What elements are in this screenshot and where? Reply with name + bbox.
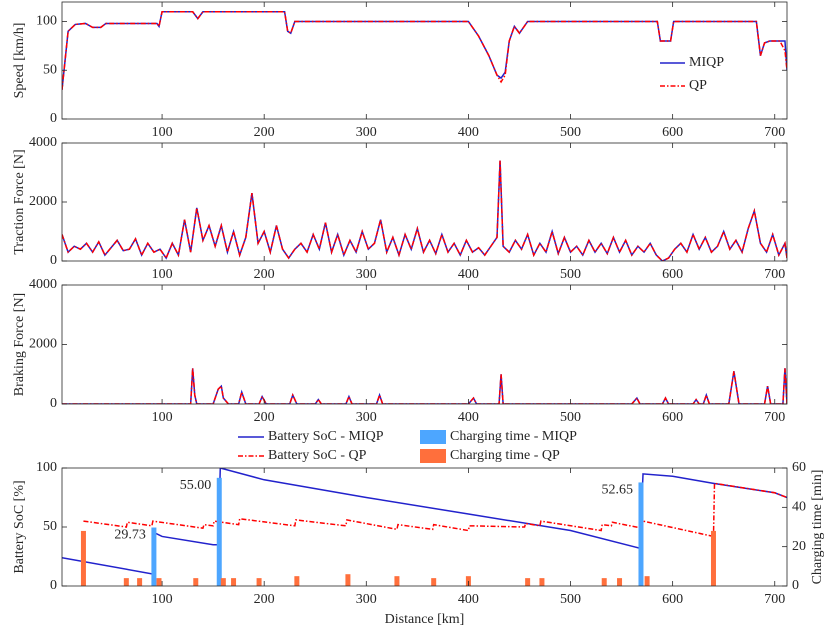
- legend-label: QP: [689, 78, 707, 93]
- line-series: [62, 468, 787, 576]
- plot-background: [62, 2, 787, 119]
- y-tick-label: 2000: [29, 337, 57, 352]
- plot-area: [62, 160, 787, 261]
- y-tick-label: 100: [36, 460, 57, 475]
- x-tick-label: 700: [764, 267, 785, 282]
- y-tick-label: 0: [50, 578, 57, 593]
- bar: [151, 527, 157, 586]
- y-axis-label: Battery SoC [%]: [12, 480, 27, 573]
- x-tick-label: 700: [764, 592, 785, 607]
- legend-label: Battery SoC - QP: [268, 448, 367, 463]
- bar: [345, 574, 351, 586]
- data-label: 52.65: [601, 483, 633, 498]
- bar: [539, 578, 545, 586]
- bar: [220, 578, 226, 586]
- bar: [193, 578, 199, 586]
- data-label: 29.73: [114, 528, 146, 543]
- y-tick-label: 50: [43, 62, 57, 77]
- y-tick-label: 0: [50, 253, 57, 268]
- x-tick-label: 100: [152, 267, 173, 282]
- x-tick-label: 200: [254, 125, 275, 140]
- x-tick-label: 300: [356, 267, 377, 282]
- y2-axis-label: Charging time [min]: [810, 470, 825, 585]
- x-tick-label: 500: [560, 267, 581, 282]
- bar: [601, 578, 607, 586]
- bar: [638, 482, 644, 586]
- x-axis-label: Distance [km]: [385, 612, 465, 627]
- y-tick-label: 4000: [29, 277, 57, 292]
- plot-area: [62, 11, 787, 90]
- x-tick-label: 400: [458, 410, 479, 425]
- y-tick-label: 50: [43, 519, 57, 534]
- x-tick-label: 400: [458, 592, 479, 607]
- y-tick-label: 0: [50, 111, 57, 126]
- data-label: 55.00: [180, 478, 212, 493]
- x-tick-label: 500: [560, 592, 581, 607]
- x-tick-label: 400: [458, 125, 479, 140]
- x-tick-label: 300: [356, 410, 377, 425]
- x-tick-label: 700: [764, 410, 785, 425]
- bar: [216, 477, 222, 586]
- bar: [231, 578, 237, 586]
- legend-label: Battery SoC - MIQP: [268, 429, 384, 444]
- bar: [644, 576, 650, 586]
- bar: [431, 578, 437, 586]
- x-tick-label: 600: [662, 410, 683, 425]
- y-tick-label: 0: [50, 396, 57, 411]
- line-series: [83, 482, 787, 538]
- x-tick-label: 400: [458, 267, 479, 282]
- plot-background: [62, 468, 787, 586]
- y-axis-label: Traction Force [N]: [12, 149, 27, 254]
- bar: [256, 578, 262, 586]
- x-tick-label: 600: [662, 125, 683, 140]
- y-axis-label: Speed [km/h]: [12, 23, 27, 99]
- x-tick-label: 100: [152, 125, 173, 140]
- x-tick-label: 200: [254, 592, 275, 607]
- x-tick-label: 700: [764, 125, 785, 140]
- bar: [525, 578, 531, 586]
- legend-label: MIQP: [689, 55, 724, 70]
- y2-tick-label: 0: [792, 578, 799, 593]
- legend-swatch: [420, 430, 446, 444]
- axes-frame: [61, 1, 788, 120]
- y2-tick-label: 40: [792, 500, 806, 515]
- x-tick-label: 300: [356, 125, 377, 140]
- bar: [394, 576, 400, 586]
- bar: [137, 578, 143, 586]
- y2-tick-label: 60: [792, 460, 806, 475]
- y-tick-label: 100: [36, 14, 57, 29]
- x-tick-label: 100: [152, 592, 173, 607]
- plot-background: [62, 143, 787, 261]
- bar: [156, 578, 162, 586]
- x-tick-label: 100: [152, 410, 173, 425]
- x-tick-label: 200: [254, 267, 275, 282]
- y-tick-label: 2000: [29, 194, 57, 209]
- x-tick-label: 300: [356, 592, 377, 607]
- panel: 100 200 300 400 500 600 700 0 50 100 Speed [km/h] M…: [12, 1, 788, 140]
- line-series: [62, 11, 787, 90]
- legend-label: Charging time - MIQP: [450, 429, 577, 444]
- x-tick-label: 600: [662, 592, 683, 607]
- y-tick-label: 4000: [29, 135, 57, 150]
- bar: [80, 530, 86, 586]
- legend-label: Charging time - QP: [450, 448, 560, 463]
- y2-tick-label: 20: [792, 539, 806, 554]
- plot-background: [62, 285, 787, 404]
- x-tick-label: 600: [662, 267, 683, 282]
- legend-swatch: [420, 449, 446, 463]
- bar: [123, 578, 129, 586]
- x-tick-label: 500: [560, 410, 581, 425]
- y-axis-label: Braking Force [N]: [12, 293, 27, 396]
- x-tick-label: 500: [560, 125, 581, 140]
- bar: [710, 530, 716, 586]
- bar: [294, 576, 300, 586]
- x-tick-label: 200: [254, 410, 275, 425]
- bar: [617, 578, 623, 586]
- line-series: [62, 160, 787, 261]
